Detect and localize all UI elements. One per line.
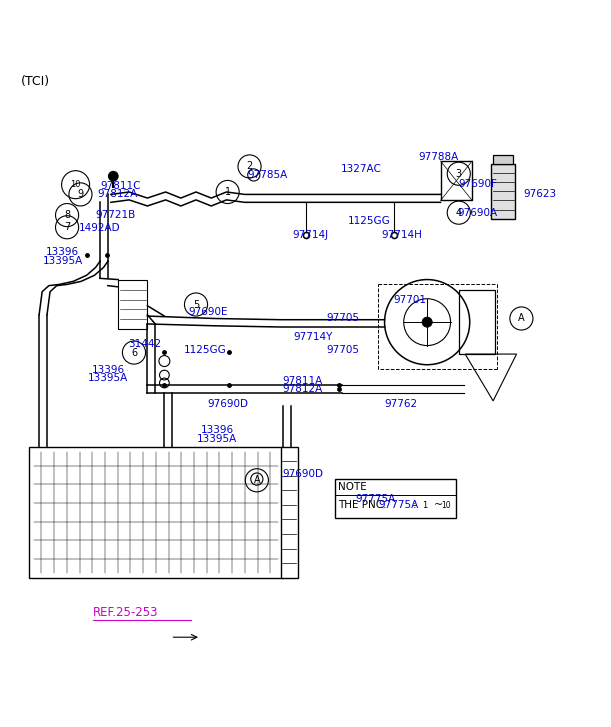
Bar — [29, 447, 283, 577]
Text: 97690E: 97690E — [189, 308, 229, 318]
Circle shape — [422, 317, 432, 327]
Text: THE PNC.: THE PNC. — [338, 500, 387, 510]
Text: 1327AC: 1327AC — [341, 164, 382, 174]
Text: 1: 1 — [422, 501, 427, 510]
Text: 97714H: 97714H — [381, 230, 422, 240]
Text: 7: 7 — [64, 222, 70, 232]
Text: 97812A: 97812A — [98, 190, 137, 199]
Text: 13396: 13396 — [46, 247, 79, 257]
Text: 13396: 13396 — [201, 425, 234, 435]
Text: 13395A: 13395A — [197, 434, 238, 444]
Text: 97690A: 97690A — [458, 208, 498, 217]
Text: 97775A: 97775A — [356, 494, 396, 504]
Text: 97714J: 97714J — [292, 230, 328, 240]
Text: 97762: 97762 — [384, 398, 418, 409]
Bar — [441, 161, 472, 201]
Text: A: A — [254, 475, 260, 486]
Text: 97775A: 97775A — [378, 500, 419, 510]
Text: 1492AD: 1492AD — [79, 223, 121, 233]
Text: 97690F: 97690F — [459, 179, 497, 189]
Text: 97812A: 97812A — [282, 384, 323, 394]
Text: 10: 10 — [441, 501, 451, 510]
Text: 1125GG: 1125GG — [348, 216, 391, 225]
Text: 97705: 97705 — [327, 345, 360, 355]
Text: ~: ~ — [434, 500, 443, 510]
Bar — [118, 280, 147, 329]
Text: (TCI): (TCI) — [21, 75, 50, 87]
Text: 31442: 31442 — [128, 339, 161, 349]
Text: 13396: 13396 — [92, 364, 125, 374]
Bar — [280, 447, 298, 577]
Bar — [335, 479, 456, 518]
Text: 97705: 97705 — [327, 313, 360, 324]
Text: 97701: 97701 — [393, 295, 426, 305]
Text: 5: 5 — [193, 300, 199, 310]
Text: 13395A: 13395A — [88, 373, 128, 383]
Bar — [494, 156, 513, 164]
Text: 1: 1 — [225, 187, 231, 197]
Text: 8: 8 — [64, 210, 70, 220]
Text: 97623: 97623 — [523, 190, 557, 199]
Text: 97811A: 97811A — [282, 376, 323, 386]
Text: 3: 3 — [456, 169, 462, 179]
Text: REF.25-253: REF.25-253 — [93, 606, 158, 619]
Text: 97788A: 97788A — [418, 152, 458, 161]
Text: 97690D: 97690D — [282, 469, 323, 479]
Text: 4: 4 — [456, 208, 462, 217]
Text: 9: 9 — [78, 190, 84, 199]
Text: 97785A: 97785A — [247, 170, 288, 180]
Text: 13395A: 13395A — [43, 256, 83, 265]
Text: A: A — [518, 313, 525, 324]
Text: :: : — [412, 500, 416, 510]
Circle shape — [108, 172, 118, 181]
Text: 6: 6 — [131, 348, 137, 358]
Text: 97811C: 97811C — [100, 181, 141, 191]
Text: 2: 2 — [246, 161, 253, 172]
Text: 97721B: 97721B — [96, 210, 136, 220]
Text: 1125GG: 1125GG — [184, 345, 227, 355]
Bar — [491, 164, 515, 219]
Text: NOTE: NOTE — [338, 482, 367, 492]
Text: 97714Y: 97714Y — [293, 332, 333, 342]
Text: 97690D: 97690D — [207, 398, 248, 409]
Text: 10: 10 — [70, 180, 81, 189]
